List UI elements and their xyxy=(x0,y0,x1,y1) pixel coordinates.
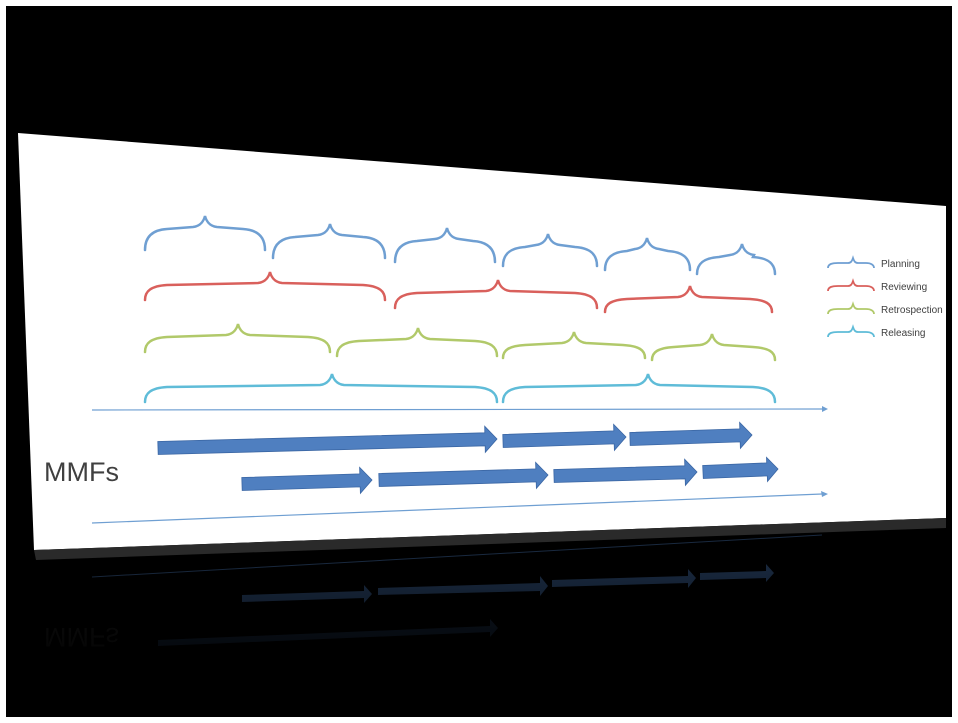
reviewing-row xyxy=(143,271,774,314)
retrospection-row xyxy=(143,323,777,362)
planning-bracket xyxy=(271,223,387,260)
reviewing-bracket xyxy=(143,271,387,302)
planning-bracket xyxy=(501,233,599,268)
mmf-arrow xyxy=(378,461,549,490)
legend-swatch-planning xyxy=(827,255,875,269)
retrospection-bracket xyxy=(501,331,647,360)
mmf-arrow xyxy=(502,423,627,452)
legend-label-releasing: Releasing xyxy=(881,328,925,339)
legend-label-planning: Planning xyxy=(881,259,920,270)
planning-bracket xyxy=(695,243,777,276)
mmfs-label: MMFs xyxy=(44,457,119,487)
timeline-arrowhead-bottom xyxy=(821,491,828,497)
legend-swatch-retrospection xyxy=(827,301,875,315)
retrospection-bracket xyxy=(650,333,777,362)
slide-shadow xyxy=(34,518,946,560)
legend-swatch-releasing xyxy=(827,324,875,338)
releasing-bracket xyxy=(501,373,777,404)
releasing-row xyxy=(143,373,777,404)
timeline-bottom xyxy=(91,491,828,524)
timeline-top xyxy=(91,406,828,412)
timeline-line-bottom xyxy=(91,493,823,524)
mmf-arrow xyxy=(629,421,753,450)
retrospection-bracket xyxy=(335,327,499,358)
mmf-arrow xyxy=(157,425,498,455)
timeline-arrowhead-top xyxy=(822,406,828,412)
legend-label-retrospection: Retrospection xyxy=(881,305,943,316)
reviewing-bracket xyxy=(393,279,599,310)
planning-bracket xyxy=(143,215,267,252)
mmf-arrows xyxy=(157,421,779,495)
mmf-arrow xyxy=(702,456,779,483)
reflection-fade xyxy=(6,560,952,717)
mmf-arrow xyxy=(241,466,373,495)
retrospection-bracket xyxy=(143,323,332,354)
reviewing-bracket xyxy=(603,285,774,314)
planning-row xyxy=(143,215,777,276)
legend-swatch-reviewing xyxy=(827,278,875,292)
legend-label-reviewing: Reviewing xyxy=(881,282,927,293)
planning-bracket xyxy=(603,237,692,272)
planning-bracket xyxy=(393,227,497,264)
releasing-bracket xyxy=(143,373,499,404)
legend: Planning Reviewing Retrospection Releasing xyxy=(827,255,943,339)
mmf-arrow xyxy=(553,458,698,487)
timeline-line-top xyxy=(91,408,823,411)
